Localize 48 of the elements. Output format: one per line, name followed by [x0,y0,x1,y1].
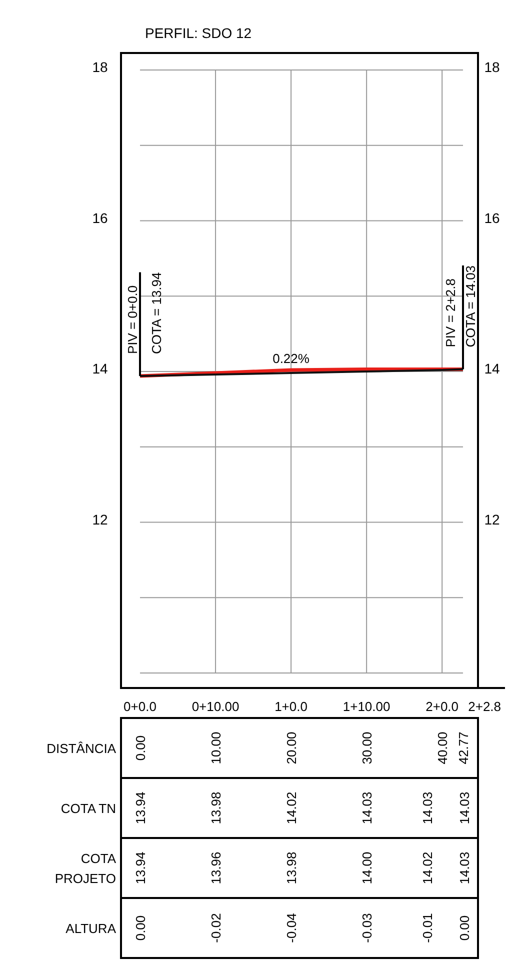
text: 13.98 [284,852,300,884]
y2-tick-label: 16 [484,210,500,226]
text: COTA TN [60,801,116,816]
text: 14.03 [457,852,472,884]
text: 13.96 [208,852,224,884]
text: 14.03 [457,792,472,824]
text: COTA PROJETO [54,851,116,886]
text: -0.02 [208,913,224,943]
text: -0.03 [360,913,375,943]
annotation: PIV = 2+2.8 [443,278,458,348]
x-tick-label: 20.00 [284,732,300,764]
text: 13.98 [208,792,224,824]
y-tick-label: 18 [92,59,108,75]
y-tick-label: 14 [92,360,108,376]
text: 0+10.00 [192,699,240,714]
annotation: COTA = 13.94 [149,272,164,354]
text: 1+10.00 [342,699,390,714]
text: 0.00 [457,915,472,941]
y2-tick-label: 18 [484,59,500,75]
y2-tick-label: 14 [484,360,500,376]
y2-tick-label: 12 [484,511,500,528]
text: 14.03 [420,792,436,824]
text: 13.94 [133,792,148,824]
text: -0.01 [420,913,436,943]
x-axis-title: DISTÂNCIA [46,741,116,756]
annotation: PIV = 0+0.0 [125,285,140,354]
x-tick-label: 30.00 [360,732,375,764]
chart-title: PERFIL: SDO 12 [145,25,252,41]
x-tick-label: 10.00 [208,732,224,764]
x-tick-label: 42.77 [456,732,471,764]
text: 14.03 [360,792,375,824]
text: ALTURA [66,921,116,936]
text: 14.02 [420,852,436,884]
y-tick-label: 16 [92,210,108,226]
text: 1+0.0 [274,699,308,714]
x-tick-label: 40.00 [435,732,450,764]
text: 0+0.0 [124,699,156,714]
text: 14.02 [284,792,300,824]
text: 2+0.0 [426,699,459,714]
text: 0.00 [133,915,148,941]
y-tick-label: 12 [92,511,108,528]
text: 13.94 [133,852,148,884]
x-tick-label: 0.00 [133,735,148,761]
text: 2+2.8 [468,699,502,714]
annotation: COTA = 14.03 [463,265,478,348]
text: 14.00 [360,852,375,884]
text: -0.04 [284,913,300,943]
annotation: 0.22% [272,351,310,366]
